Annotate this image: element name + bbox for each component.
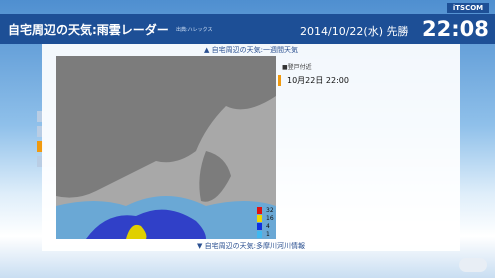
legend-item: 16	[257, 214, 274, 222]
nav-down[interactable]: ▼ 自宅周辺の天気:多摩川河川情報	[42, 241, 460, 251]
source: 出典:ハレックス	[176, 26, 213, 33]
title: 自宅周辺の天気:雨雲レーダー	[8, 21, 169, 38]
nav-up[interactable]: ▲ 自宅周辺の天気:一週間天気	[42, 45, 460, 55]
legend-item: 4	[257, 222, 274, 230]
legend-item: 1	[257, 230, 274, 238]
legend-label: 4	[266, 223, 270, 230]
legend-item: 32	[257, 206, 274, 214]
location: ■登戸付近	[282, 62, 312, 71]
legend-label: 1	[266, 231, 270, 238]
clock: 22:08	[422, 17, 489, 41]
legend-swatch	[257, 207, 262, 214]
datetime: 2014/10/22(水) 先勝	[300, 23, 408, 39]
legend-label: 32	[266, 207, 274, 214]
legend-swatch	[257, 223, 262, 230]
legend-swatch	[257, 215, 262, 222]
badge: iTSCOM	[447, 3, 489, 13]
timestamp: 10月22日 22:00	[278, 75, 349, 86]
legend-swatch	[257, 231, 262, 238]
logo	[459, 258, 487, 272]
radar-map	[56, 56, 276, 239]
legend-label: 16	[266, 215, 274, 222]
screen: iTSCOM 自宅周辺の天気:雨雲レーダー 出典:ハレックス 2014/10/2…	[0, 0, 495, 278]
